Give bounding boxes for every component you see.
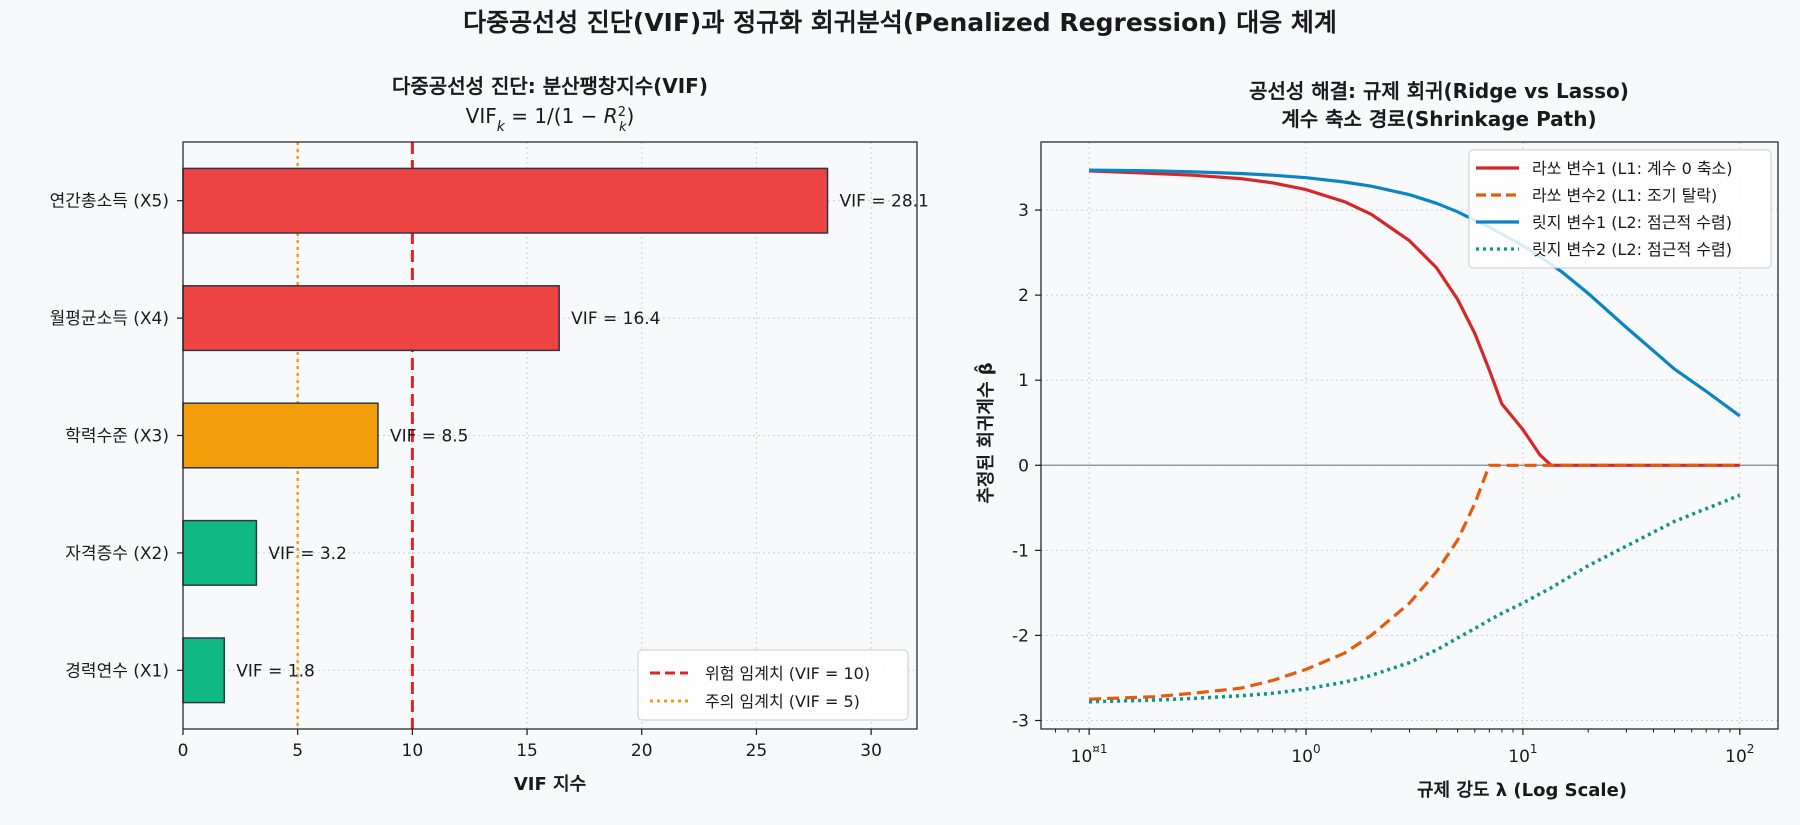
shrinkage-x-tick-label: 101: [1508, 742, 1537, 767]
vif-x-tick-label: 0: [178, 741, 189, 761]
vif-formula-rsup: 2: [618, 105, 626, 120]
vif-bars: [182, 167, 829, 704]
shrinkage-x-tick-exponent: 2: [1747, 742, 1755, 756]
vif-bar: [182, 519, 258, 586]
vif-x-tick-label: 10: [402, 741, 424, 761]
shrinkage-x-tick-exponent: 1: [1530, 742, 1538, 756]
vif-chart-title: 다중공선성 진단: 분산팽창지수(VIF): [392, 74, 708, 98]
shrinkage-legend-box: [1468, 149, 1772, 269]
vif-formula-rsub: k: [619, 120, 627, 135]
shrinkage-y-axis-label: 추정된 회귀계수 β̂: [974, 362, 997, 503]
vif-value-label: VIF = 28.1: [840, 192, 929, 212]
shrinkage-chart-title-line1: 공선성 해결: 규제 회귀(Ridge vs Lasso): [1249, 79, 1629, 103]
vif-value-label: VIF = 16.4: [571, 309, 660, 329]
vif-legend: 위험 임계치 (VIF = 10) 주의 임계치 (VIF = 5): [637, 649, 909, 721]
shrinkage-y-tick-label: -3: [1012, 711, 1029, 731]
shrinkage-y-tick-label: -2: [1012, 626, 1029, 646]
shrinkage-x-tick-base: 10: [1725, 747, 1747, 767]
shrinkage-x-tick-base: 10: [1071, 747, 1093, 767]
shrinkage-x-tick-label: 102: [1725, 742, 1754, 767]
shrinkage-y-tick-label: 2: [1018, 286, 1029, 306]
shrinkage-chart-title-line2: 계수 축소 경로(Shrinkage Path): [1281, 107, 1596, 131]
shrinkage-path-chart: 공선성 해결: 규제 회귀(Ridge vs Lasso) 계수 축소 경로(S…: [974, 79, 1779, 801]
vif-bar: [182, 285, 560, 352]
vif-formula-base: VIF: [466, 104, 497, 128]
vif-category-label: 학력수준 (X3): [65, 427, 169, 447]
shrinkage-x-tick-label: 100: [1291, 742, 1320, 767]
vif-x-tick-label: 15: [516, 741, 538, 761]
vif-formula-rhs: = 1/(1 −: [505, 104, 604, 128]
shrinkage-series-line-2: [1089, 463, 1740, 701]
vif-category-label: 자격증수 (X2): [65, 544, 169, 564]
vif-bar: [182, 402, 379, 469]
vif-formula: VIFk = 1/(1 − R2 k): [466, 104, 635, 135]
vif-x-ticks: 0 5 10 15 20 25 30: [178, 729, 882, 761]
figure-title: 다중공선성 진단(VIF)과 정규화 회귀분석(Penalized Regres…: [463, 8, 1337, 37]
shrinkage-x-tick-label: 10¤1: [1071, 742, 1108, 767]
vif-x-tick-label: 25: [746, 741, 768, 761]
shrinkage-y-ticks: 3 2 1 0 -1 -2 -3: [1012, 201, 1041, 731]
shrinkage-legend-label: 릿지 변수1 (L2: 점근적 수렴): [1532, 213, 1732, 232]
shrinkage-legend-label: 라쏘 변수1 (L1: 계수 0 축소): [1532, 159, 1733, 178]
vif-formula-sub: k: [497, 119, 506, 135]
vif-category-label: 월평균소득 (X4): [50, 309, 169, 329]
shrinkage-x-tick-base: 10: [1508, 747, 1530, 767]
vif-category-label: 경력연수 (X1): [65, 661, 169, 681]
shrinkage-y-tick-label: -1: [1012, 541, 1029, 561]
vif-legend-box: [637, 649, 909, 721]
vif-y-ticks: 경력연수 (X1) 자격증수 (X2) 학력수준 (X3) 월평균소득 (X4) 연간총…: [50, 192, 183, 681]
shrinkage-y-tick-label: 3: [1018, 201, 1029, 221]
vif-x-axis-label: VIF 지수: [514, 774, 586, 795]
vif-x-tick-label: 5: [292, 741, 303, 761]
vif-value-label: VIF = 8.5: [390, 427, 469, 447]
shrinkage-x-tick-exponent: 0: [1313, 742, 1321, 756]
vif-category-label: 연간총소득 (X5): [50, 192, 169, 212]
vif-x-tick-label: 20: [631, 741, 653, 761]
vif-bar: [182, 637, 226, 704]
vif-legend-label: 주의 임계치 (VIF = 5): [705, 692, 860, 711]
vif-bar-chart: 다중공선성 진단: 분산팽창지수(VIF) VIFk = 1/(1 − R2 k)…: [50, 74, 929, 795]
vif-bar: [182, 167, 829, 234]
vif-legend-label: 위험 임계치 (VIF = 10): [705, 664, 870, 683]
vif-value-label: VIF = 3.2: [268, 544, 347, 564]
vif-threshold-lines: [296, 142, 414, 729]
vif-formula-r: R: [604, 104, 618, 128]
shrinkage-y-tick-label: 0: [1018, 456, 1029, 476]
vif-value-labels: VIF = 1.8 VIF = 3.2 VIF = 8.5 VIF = 16.4 VIF…: [236, 192, 929, 682]
shrinkage-x-axis-label: 규제 강도 λ (Log Scale): [1417, 780, 1627, 801]
shrinkage-legend-label: 라쏘 변수2 (L1: 조기 탈락): [1532, 186, 1717, 205]
shrinkage-y-tick-label: 1: [1018, 371, 1029, 391]
vif-x-tick-label: 30: [860, 741, 882, 761]
shrinkage-x-ticks: 10¤1 100 101 102: [1055, 729, 1754, 767]
shrinkage-legend-label: 릿지 변수2 (L2: 점근적 수렴): [1532, 240, 1732, 259]
vif-value-label: VIF = 1.8: [236, 661, 315, 681]
shrinkage-x-tick-base: 10: [1291, 747, 1313, 767]
shrinkage-legend: 라쏘 변수1 (L1: 계수 0 축소) 라쏘 변수2 (L1: 조기 탈락) 릿지…: [1468, 149, 1772, 269]
vif-formula-close: ): [627, 104, 635, 128]
shrinkage-x-tick-exponent: ¤1: [1092, 742, 1107, 756]
